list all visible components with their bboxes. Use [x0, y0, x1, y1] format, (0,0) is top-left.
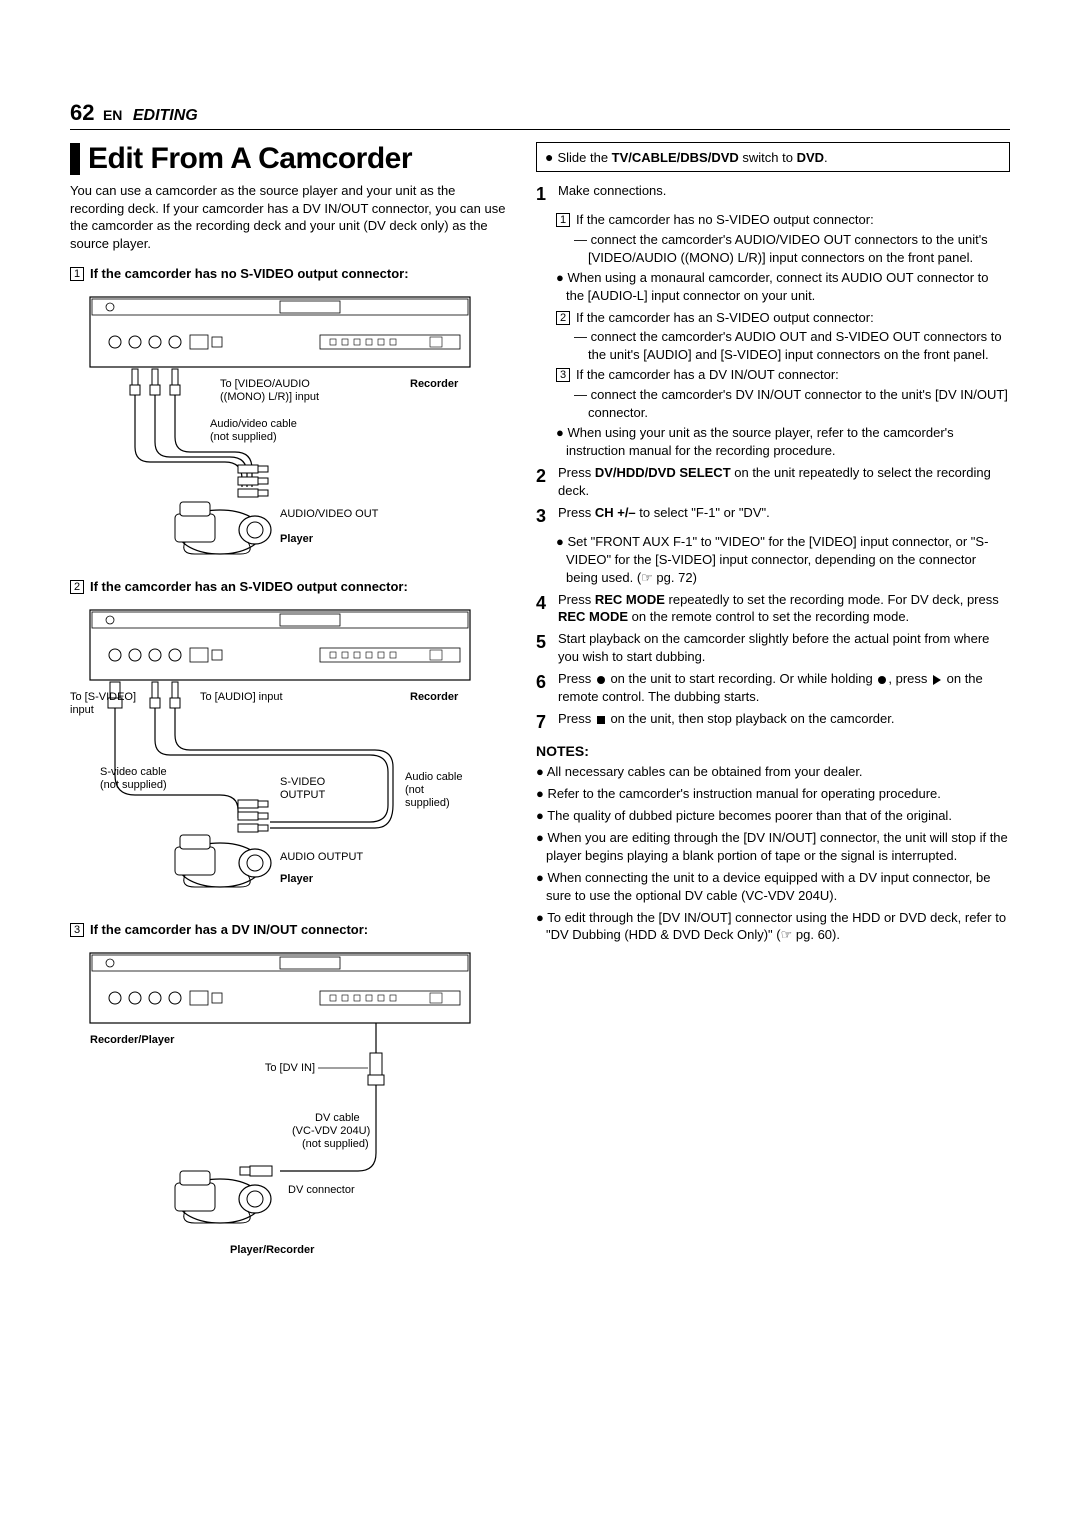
d1-cable-l2: (not supplied): [210, 431, 277, 443]
diagram-3: Recorder/Player To [DV IN] DV cable (VC-…: [70, 943, 510, 1263]
svg-text:To [AUDIO] input: To [AUDIO] input: [200, 691, 283, 703]
svg-text:(not supplied): (not supplied): [302, 1138, 369, 1150]
svg-text:OUTPUT: OUTPUT: [280, 789, 326, 801]
play-icon: [933, 675, 941, 685]
boxed-num-icon: 3: [70, 923, 84, 937]
d1-recorder: Recorder: [410, 378, 459, 390]
step-1-sub-1-dash: — connect the camcorder's AUDIO/VIDEO OU…: [574, 231, 1010, 267]
page-number: 62: [70, 100, 94, 125]
step-3-bullet: ● Set "FRONT AUX F-1" to "VIDEO" for the…: [556, 533, 1010, 587]
step-1-sub-1: 1 If the camcorder has no S-VIDEO output…: [556, 211, 1010, 229]
note-4: ● When you are editing through the [DV I…: [536, 829, 1010, 865]
svg-text:Recorder: Recorder: [410, 691, 459, 703]
step-1-sub-2: 2 If the camcorder has an S-VIDEO output…: [556, 309, 1010, 327]
scenario-1-head: 1 If the camcorder has no S-VIDEO output…: [70, 266, 510, 281]
note-6: ● To edit through the [DV IN/OUT] connec…: [536, 909, 1010, 945]
step-1-sub-2-dash: — connect the camcorder's AUDIO OUT and …: [574, 328, 1010, 364]
title-block-icon: [70, 143, 80, 175]
step-1-text: Make connections.: [558, 182, 666, 207]
scenario-3-head: 3 If the camcorder has a DV IN/OUT conne…: [70, 922, 510, 937]
page-header: 62 EN EDITING: [70, 100, 1010, 130]
left-column: Edit From A Camcorder You can use a camc…: [70, 142, 510, 1271]
svg-text:Player/Recorder: Player/Recorder: [230, 1244, 315, 1256]
note-2: ● Refer to the camcorder's instruction m…: [536, 785, 1010, 803]
scenario-2-head: 2 If the camcorder has an S-VIDEO output…: [70, 579, 510, 594]
record-icon: [597, 676, 605, 684]
article-title: Edit From A Camcorder: [70, 142, 510, 176]
step-1-sub-3-text: If the camcorder has a DV IN/OUT connect…: [576, 366, 839, 384]
note-5: ● When connecting the unit to a device e…: [536, 869, 1010, 905]
page-lang: EN: [103, 107, 122, 123]
note-1: ● All necessary cables can be obtained f…: [536, 763, 1010, 781]
title-text: Edit From A Camcorder: [88, 142, 412, 176]
note-3: ● The quality of dubbed picture becomes …: [536, 807, 1010, 825]
svg-text:To [S-VIDEO]: To [S-VIDEO]: [70, 691, 136, 703]
intro-text: You can use a camcorder as the source pl…: [70, 182, 510, 252]
d1-to-input-l2: ((MONO) L/R)] input: [220, 391, 319, 403]
step-1-sub-3: 3 If the camcorder has a DV IN/OUT conne…: [556, 366, 1010, 384]
step-3: 3 Press CH +/– to select "F-1" or "DV".: [536, 504, 1010, 529]
svg-text:S-video cable: S-video cable: [100, 766, 167, 778]
box-end: .: [824, 150, 828, 165]
step-1-sub-2-text: If the camcorder has an S-VIDEO output c…: [576, 309, 874, 327]
scenario-1-text: If the camcorder has no S-VIDEO output c…: [90, 266, 409, 281]
svg-text:S-VIDEO: S-VIDEO: [280, 776, 326, 788]
step-1-sub-1-bullet: ● When using a monaural camcorder, conne…: [556, 269, 1010, 305]
boxed-num-icon: 1: [70, 267, 84, 281]
box-b2: DVD: [797, 150, 824, 165]
diagram-1: To [VIDEO/AUDIO ((MONO) L/R)] input Reco…: [70, 287, 510, 567]
box-pre: Slide the: [557, 150, 611, 165]
notes-heading: NOTES:: [536, 743, 1010, 759]
svg-text:(VC-VDV 204U): (VC-VDV 204U): [292, 1125, 370, 1137]
switch-instruction-box: ●Slide the TV/CABLE/DBS/DVD switch to DV…: [536, 142, 1010, 172]
d1-cable-l1: Audio/video cable: [210, 418, 297, 430]
d1-avout: AUDIO/VIDEO OUT: [280, 508, 379, 520]
svg-text:DV connector: DV connector: [288, 1184, 355, 1196]
d1-to-input-l1: To [VIDEO/AUDIO: [220, 378, 310, 390]
svg-text:DV cable: DV cable: [315, 1112, 360, 1124]
step-1: 1 Make connections.: [536, 182, 1010, 207]
step-1-sub-1-text: If the camcorder has no S-VIDEO output c…: [576, 211, 874, 229]
svg-text:AUDIO OUTPUT: AUDIO OUTPUT: [280, 851, 363, 863]
step-7: 7 Press on the unit, then stop playback …: [536, 710, 1010, 735]
step-5: 5 Start playback on the camcorder slight…: [536, 630, 1010, 666]
right-column: ●Slide the TV/CABLE/DBS/DVD switch to DV…: [536, 142, 1010, 1271]
record-icon: [878, 676, 886, 684]
svg-text:To [DV IN]: To [DV IN]: [265, 1062, 315, 1074]
scenario-2-text: If the camcorder has an S-VIDEO output c…: [90, 579, 408, 594]
svg-text:Recorder/Player: Recorder/Player: [90, 1034, 175, 1046]
svg-text:(not supplied): (not supplied): [100, 779, 167, 791]
svg-text:(not: (not: [405, 784, 424, 796]
boxed-num-icon: 2: [70, 580, 84, 594]
diagram-2: To [S-VIDEO] input To [AUDIO] input Reco…: [70, 600, 510, 910]
svg-text:Audio cable: Audio cable: [405, 771, 463, 783]
stop-icon: [597, 716, 605, 724]
d1-player: Player: [280, 533, 314, 545]
step-6: 6 Press on the unit to start recording. …: [536, 670, 1010, 706]
box-b1: TV/CABLE/DBS/DVD: [612, 150, 739, 165]
step-4: 4 Press REC MODE repeatedly to set the r…: [536, 591, 1010, 627]
svg-text:Player: Player: [280, 873, 314, 885]
scenario-3-text: If the camcorder has a DV IN/OUT connect…: [90, 922, 368, 937]
page-section: EDITING: [133, 107, 198, 124]
box-mid: switch to: [739, 150, 797, 165]
svg-text:supplied): supplied): [405, 797, 450, 809]
step-1-sub-3-dash: — connect the camcorder's DV IN/OUT conn…: [574, 386, 1010, 422]
step-2: 2 Press DV/HDD/DVD SELECT on the unit re…: [536, 464, 1010, 500]
svg-text:input: input: [70, 704, 94, 716]
step-1-sub-3-bullet: ● When using your unit as the source pla…: [556, 424, 1010, 460]
